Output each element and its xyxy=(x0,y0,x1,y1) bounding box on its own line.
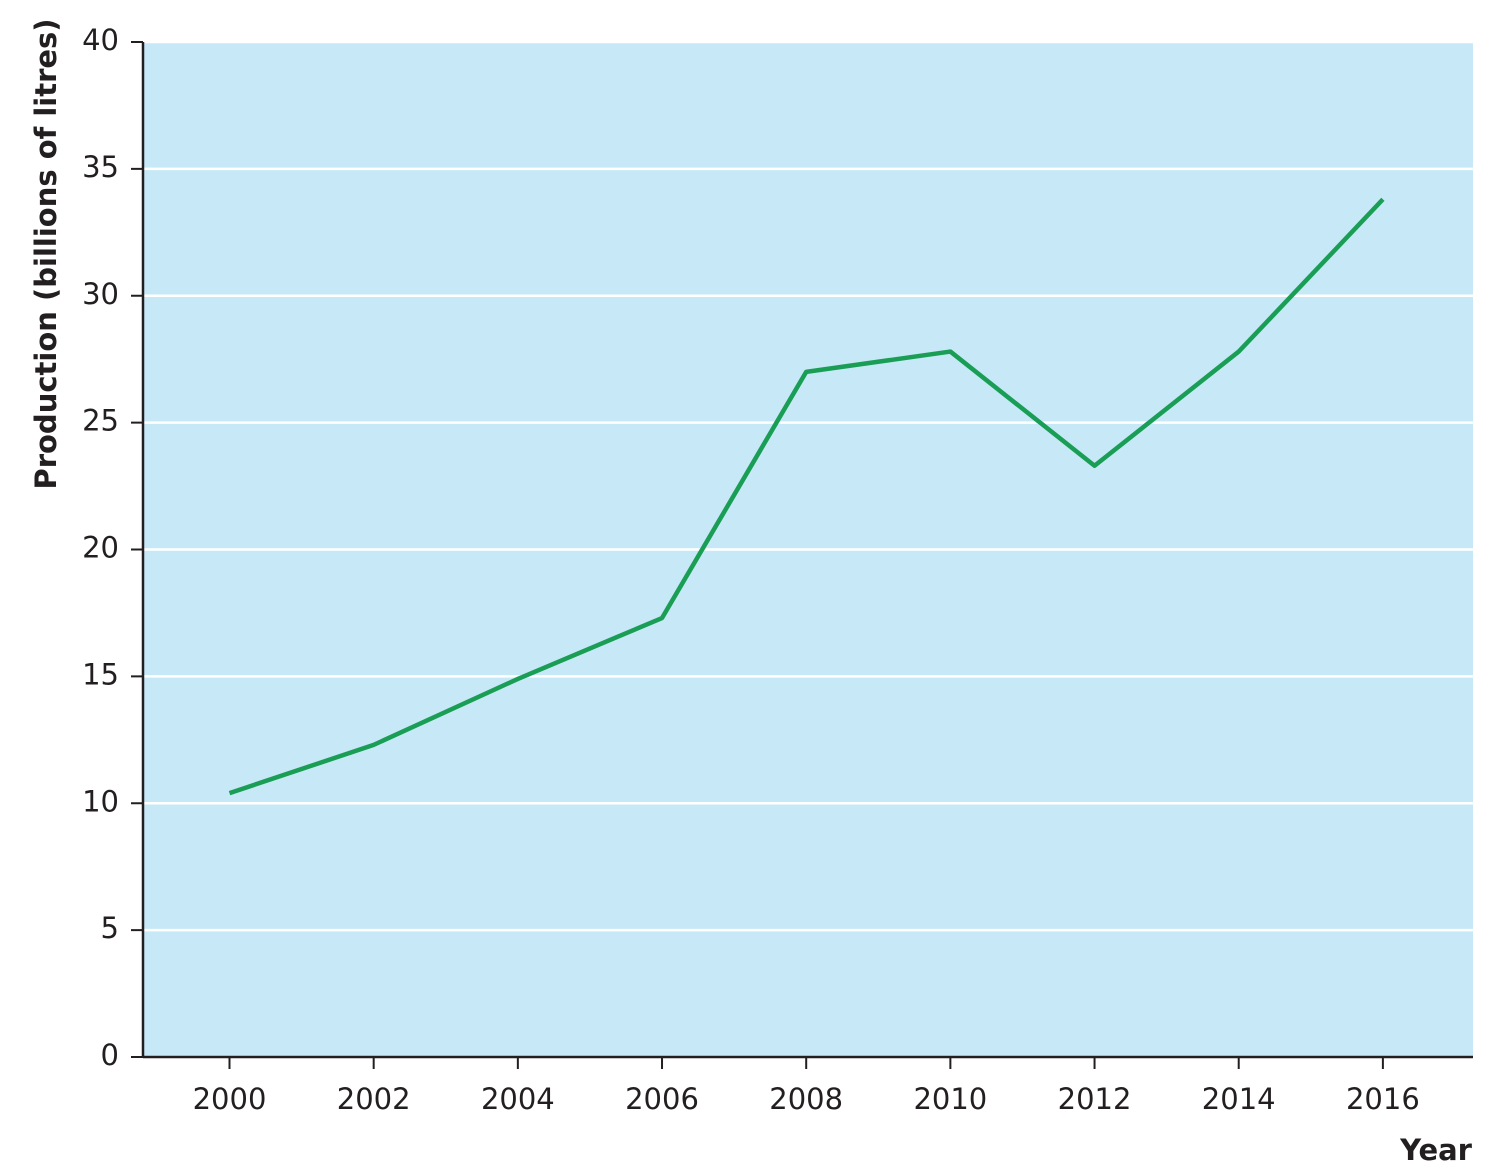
y-tick-label: 10 xyxy=(82,784,119,818)
x-tick-label: 2012 xyxy=(1058,1082,1132,1116)
y-tick-label: 20 xyxy=(82,531,119,565)
x-tick-label: 2014 xyxy=(1202,1082,1276,1116)
y-tick-label: 40 xyxy=(82,23,119,57)
y-tick-label: 15 xyxy=(82,657,119,691)
y-tick-label: 35 xyxy=(82,150,119,184)
x-tick-label: 2006 xyxy=(625,1082,699,1116)
x-tick-label: 2016 xyxy=(1346,1082,1420,1116)
data-line xyxy=(228,197,1385,796)
x-tick-label: 2004 xyxy=(481,1082,555,1116)
x-tick-label: 2008 xyxy=(769,1082,843,1116)
x-tick-label: 2002 xyxy=(337,1082,411,1116)
y-tick-label: 30 xyxy=(82,277,119,311)
x-tick-label: 2010 xyxy=(913,1082,987,1116)
x-tick-label: 2000 xyxy=(193,1082,267,1116)
y-axis-label: Production (billions of litres) xyxy=(29,18,63,489)
y-tick-label: 0 xyxy=(101,1038,119,1072)
x-axis-label: Year xyxy=(1399,1133,1473,1167)
y-tick-label: 25 xyxy=(82,404,119,438)
y-tick-label: 5 xyxy=(101,911,119,945)
